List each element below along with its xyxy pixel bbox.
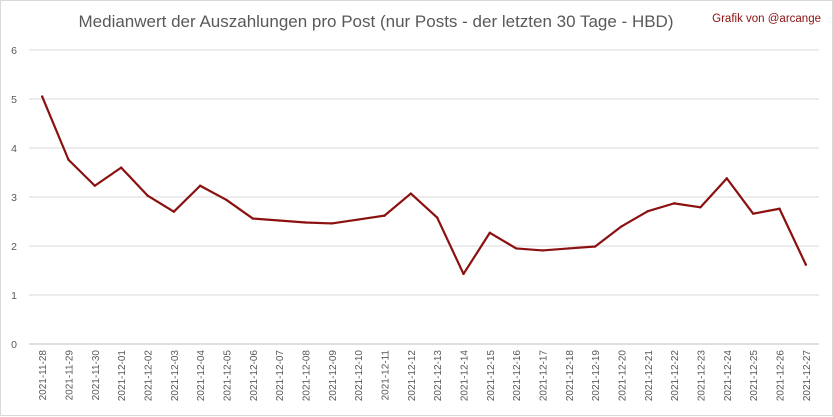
data-point <box>593 245 597 248</box>
x-tick-label: 2021-12-10 <box>354 350 365 402</box>
x-tick-label: 2021-12-19 <box>591 350 602 402</box>
x-tick-label: 2021-12-12 <box>407 350 418 402</box>
data-point <box>620 225 623 228</box>
x-tick-label: 2021-12-17 <box>539 350 550 402</box>
x-tick-label: 2021-12-04 <box>196 350 207 402</box>
series-layer <box>40 95 808 276</box>
x-tick-label: 2021-12-07 <box>275 350 286 402</box>
data-point <box>462 272 465 276</box>
data-point <box>277 219 281 222</box>
series-line-0 <box>41 95 807 276</box>
data-point <box>751 212 755 215</box>
x-tick-label: 2021-12-21 <box>644 350 655 402</box>
y-tick-label: 4 <box>11 143 17 155</box>
data-point <box>541 249 544 252</box>
data-point <box>804 263 808 266</box>
data-point <box>356 218 360 221</box>
x-tick-label: 2021-12-24 <box>723 350 734 402</box>
data-point <box>514 247 518 250</box>
x-tick-label: 2021-12-13 <box>433 350 444 402</box>
data-point <box>225 198 228 202</box>
x-tick-label: 2021-12-11 <box>381 350 392 401</box>
x-tick-label: 2021-12-14 <box>460 350 471 402</box>
data-point <box>172 210 176 213</box>
x-tick-label: 2021-11-28 <box>38 350 49 401</box>
x-tick-label: 2021-12-15 <box>486 350 497 402</box>
data-point <box>778 207 781 210</box>
data-point <box>383 214 386 217</box>
x-tick-label: 2021-12-02 <box>144 350 155 402</box>
y-tick-label: 3 <box>11 192 17 204</box>
data-point <box>330 222 334 225</box>
y-tick-label: 6 <box>11 45 17 57</box>
x-tick-label: 2021-12-23 <box>697 350 708 402</box>
data-point <box>146 194 149 197</box>
y-tick-label: 5 <box>11 94 17 106</box>
gridlines <box>29 49 819 345</box>
data-point <box>409 192 413 195</box>
y-tick-label: 1 <box>11 290 17 302</box>
x-tick-label: 2021-11-29 <box>65 350 76 401</box>
x-tick-label: 2021-12-05 <box>223 350 234 402</box>
x-tick-label: 2021-12-09 <box>328 350 339 402</box>
x-tick-label: 2021-12-25 <box>749 350 760 402</box>
x-tick-label: 2021-12-20 <box>618 350 629 402</box>
y-axis-ticks: 0 1 2 3 4 5 6 <box>11 45 17 351</box>
x-tick-label: 2021-11-30 <box>91 350 102 401</box>
data-point <box>699 206 702 209</box>
x-tick-label: 2021-12-26 <box>776 350 787 402</box>
x-tick-label: 2021-12-06 <box>249 350 260 402</box>
x-tick-label: 2021-12-22 <box>670 350 681 402</box>
x-tick-label: 2021-12-01 <box>117 350 128 402</box>
data-point <box>67 158 70 161</box>
x-tick-label: 2021-12-16 <box>512 350 523 402</box>
y-tick-label: 2 <box>11 241 17 253</box>
data-point <box>40 95 44 98</box>
data-point <box>646 210 650 213</box>
y-tick-label: 0 <box>11 339 17 351</box>
data-point <box>251 217 255 220</box>
data-point <box>488 231 492 234</box>
x-tick-label: 2021-12-18 <box>565 350 576 402</box>
data-point <box>93 184 97 187</box>
x-tick-label: 2021-12-03 <box>170 350 181 402</box>
data-point <box>672 202 676 205</box>
data-point <box>198 184 202 187</box>
chart-title: Medianwert der Auszahlungen pro Post (nu… <box>79 12 674 31</box>
data-point <box>119 166 123 169</box>
chart-credit: Grafik von @arcange <box>712 13 821 25</box>
x-tick-label: 2021-12-27 <box>802 350 813 402</box>
x-axis-ticks: 2021-11-28 2021-11-29 2021-11-30 2021-12-01… <box>38 350 813 402</box>
data-point <box>567 247 571 250</box>
data-point <box>435 216 439 219</box>
data-point <box>725 177 729 180</box>
x-tick-label: 2021-12-08 <box>302 350 313 402</box>
data-point <box>304 221 307 224</box>
